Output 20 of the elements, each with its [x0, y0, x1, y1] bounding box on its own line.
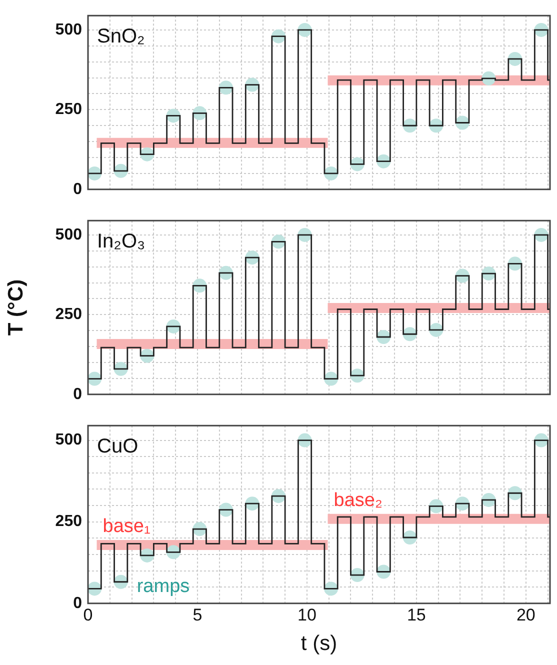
text: SnO₂ [97, 26, 145, 48]
y-tick-label: 500 [55, 21, 82, 38]
x-tick-label: 5 [192, 605, 202, 624]
x-tick-label: 10 [297, 605, 316, 624]
series-label: ramps [136, 576, 190, 597]
series-label: base₁ [102, 516, 150, 538]
y-axis-title: T (°C) [4, 279, 28, 336]
y-tick-label: 250 [55, 513, 82, 530]
y-tick-label: 0 [73, 386, 82, 403]
x-axis-title: t (s) [300, 632, 338, 656]
x-tick-label: 20 [516, 605, 536, 624]
y-tick-label: 500 [55, 432, 82, 449]
y-tick-label: 250 [55, 306, 82, 324]
y-tick-label: 250 [55, 101, 82, 118]
series-label: base₂ [334, 490, 382, 511]
text: In₂O₃ [97, 230, 146, 253]
x-tick-label: 15 [406, 605, 426, 624]
y-tick-label: 0 [73, 180, 82, 198]
y-tick-label: 500 [55, 226, 82, 244]
text: CuO [97, 436, 138, 458]
